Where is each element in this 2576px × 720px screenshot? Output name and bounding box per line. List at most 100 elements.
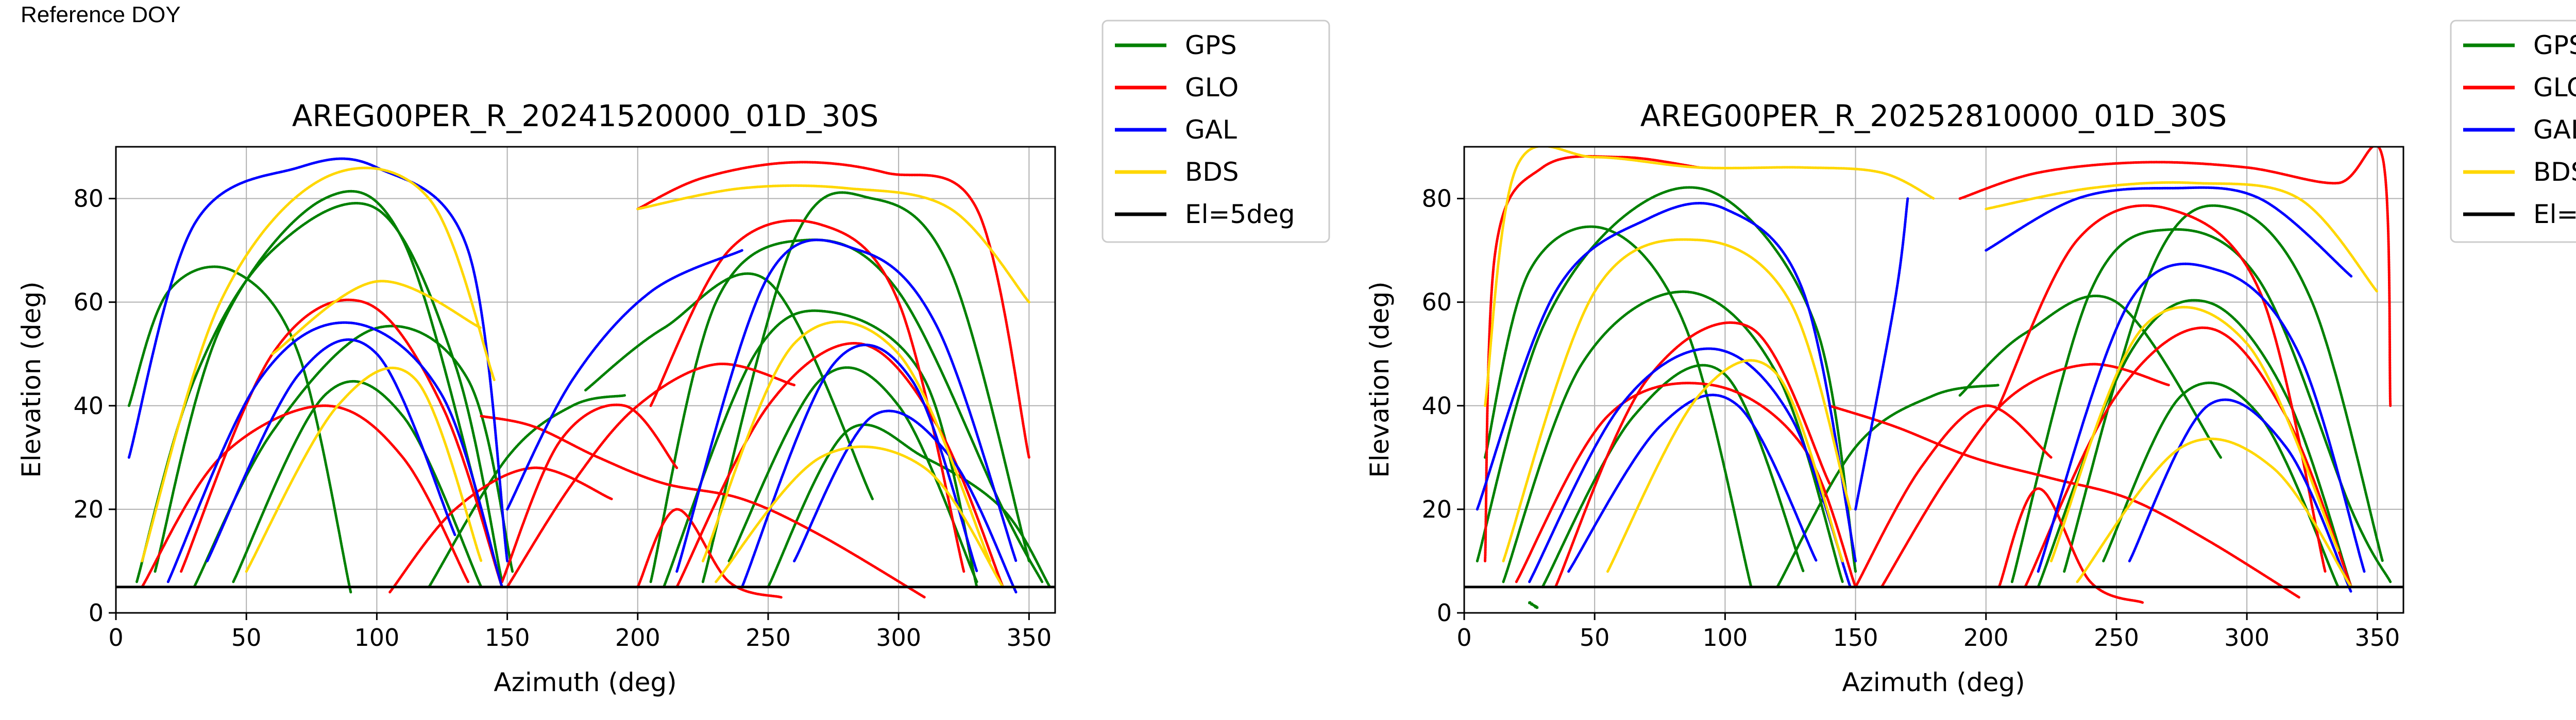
satellite-track-gal (206, 338, 456, 562)
y-tick-label: 40 (1421, 392, 1452, 420)
satellite-track-gal (1528, 347, 1852, 589)
satellite-track-gal (506, 249, 743, 511)
chart-2: 0 50 100 150 200 250 300 350 0 20 40 60 80 AREG00PE… (1365, 20, 2576, 697)
satellite-track-glo (1554, 321, 1831, 589)
y-tick-label: 40 (73, 392, 104, 420)
satellite-track-glo (480, 415, 926, 599)
satellite-track-glo (2024, 326, 2353, 589)
satellite-track-bds (636, 184, 1030, 304)
satellite-track-gps (2010, 228, 2392, 584)
satellite-track-gps (1776, 384, 2001, 589)
x-tick-label: 350 (1006, 624, 1052, 652)
legend-label: GLO (2533, 73, 2576, 102)
x-tick-label: 0 (108, 624, 123, 652)
satellite-track-gps (1476, 186, 1857, 573)
satellite-track-gal (127, 157, 509, 562)
satellite-track-bds (701, 320, 991, 562)
x-tick-label: 150 (1833, 624, 1878, 652)
reference-doy-label: Reference DOY (21, 2, 181, 27)
y-tick-label: 80 (1421, 185, 1452, 213)
satellite-track-gps (1541, 364, 1805, 589)
x-tick-label: 200 (1963, 624, 2009, 652)
chart-title: AREG00PER_R_20252810000_01D_30S (1640, 98, 2227, 133)
satellite-track-bds (2049, 305, 2340, 562)
chart-title: AREG00PER_R_20241520000_01D_30S (292, 98, 879, 133)
satellite-track-glo (636, 161, 1030, 459)
y-tick-label: 20 (1421, 495, 1452, 523)
legend: GPS GLO GAL BDS El=5deg (2450, 20, 2576, 243)
satellite-track-gal (793, 409, 1018, 594)
legend-label: GAL (1185, 115, 1237, 145)
x-tick-label: 350 (2354, 624, 2400, 652)
legend-label: BDS (2533, 157, 2576, 187)
satellite-track-gps (232, 380, 483, 589)
satellite-track-glo (1484, 155, 1701, 562)
y-axis-label: Elevation (deg) (16, 281, 46, 477)
satellite-track-gal (1476, 202, 1857, 562)
legend-label: GPS (1185, 30, 1237, 60)
legend-box (1101, 20, 1330, 243)
satellite-track-glo (1997, 204, 2327, 573)
plot-frame (115, 146, 1056, 614)
satellite-track-bds (1985, 181, 2379, 294)
x-tick-label: 50 (1580, 624, 1610, 652)
x-tick-label: 250 (745, 624, 791, 652)
x-tick-label: 0 (1456, 624, 1471, 652)
satellite-track-gps (1958, 295, 2222, 459)
legend-label: El=5deg (1185, 199, 1295, 229)
x-tick-label: 100 (1702, 624, 1748, 652)
chart-1: 0 50 100 150 200 250 300 350 0 20 40 60 80 AREG00PE… (16, 20, 1330, 697)
satellite-track-gps (1528, 601, 1539, 609)
satellite-track-glo (501, 403, 679, 584)
satellite-tracks (1476, 147, 2392, 609)
y-axis-ticks: 0 20 40 60 80 (73, 185, 116, 627)
y-axis-ticks: 0 20 40 60 80 (1421, 185, 1464, 627)
satellite-track-gps (727, 366, 978, 584)
legend-label: GLO (1185, 73, 1239, 102)
satellite-track-gps (767, 423, 1052, 589)
satellite-tracks (127, 157, 1052, 599)
plot-frame (1463, 146, 2404, 614)
satellite-track-glo (675, 342, 1005, 589)
satellite-track-gps (701, 191, 1030, 584)
satellite-track-gps (2102, 381, 2340, 589)
satellite-track-gal (675, 238, 1018, 573)
y-tick-label: 60 (73, 288, 104, 316)
satellite-track-bds (1484, 147, 1935, 407)
satellite-track-glo (1958, 147, 2392, 407)
satellite-track-gal (2128, 398, 2353, 594)
x-tick-label: 50 (231, 624, 262, 652)
satellite-track-bds (1606, 359, 1844, 573)
satellite-track-gal (1985, 186, 2353, 278)
legend-label: BDS (1185, 157, 1239, 187)
satellite-track-gal (1567, 393, 1818, 573)
legend: GPS GLO GAL BDS El=5deg (1101, 20, 1330, 243)
satellite-track-glo (636, 508, 783, 599)
satellite-track-bds (715, 445, 1005, 589)
y-tick-label: 0 (89, 599, 104, 627)
satellite-track-glo (1515, 382, 1857, 589)
y-tick-label: 0 (1437, 599, 1452, 627)
x-tick-label: 300 (876, 624, 921, 652)
satellite-track-gps (428, 394, 626, 589)
satellite-track-gal (740, 344, 978, 589)
satellite-track-glo (1854, 404, 2053, 589)
y-axis-label: Elevation (deg) (1365, 281, 1395, 477)
satellite-track-glo (506, 363, 796, 589)
x-axis-label: Azimuth (deg) (494, 667, 676, 697)
y-tick-label: 80 (73, 185, 104, 213)
satellite-track-gal (2037, 262, 2366, 573)
y-tick-label: 60 (1421, 288, 1452, 316)
x-tick-label: 250 (2094, 624, 2139, 652)
satellite-track-bds (141, 166, 496, 562)
y-tick-label: 20 (73, 495, 104, 523)
satellite-track-bds (271, 280, 483, 355)
satellite-track-glo (649, 219, 965, 573)
satellite-track-bds (245, 366, 483, 573)
satellite-track-gps (2063, 204, 2384, 573)
satellite-track-bds (2076, 437, 2353, 589)
satellite-track-glo (141, 404, 470, 589)
x-tick-label: 200 (615, 624, 660, 652)
legend-label: El=5deg (2533, 199, 2576, 229)
satellite-track-gal (1854, 197, 1909, 511)
